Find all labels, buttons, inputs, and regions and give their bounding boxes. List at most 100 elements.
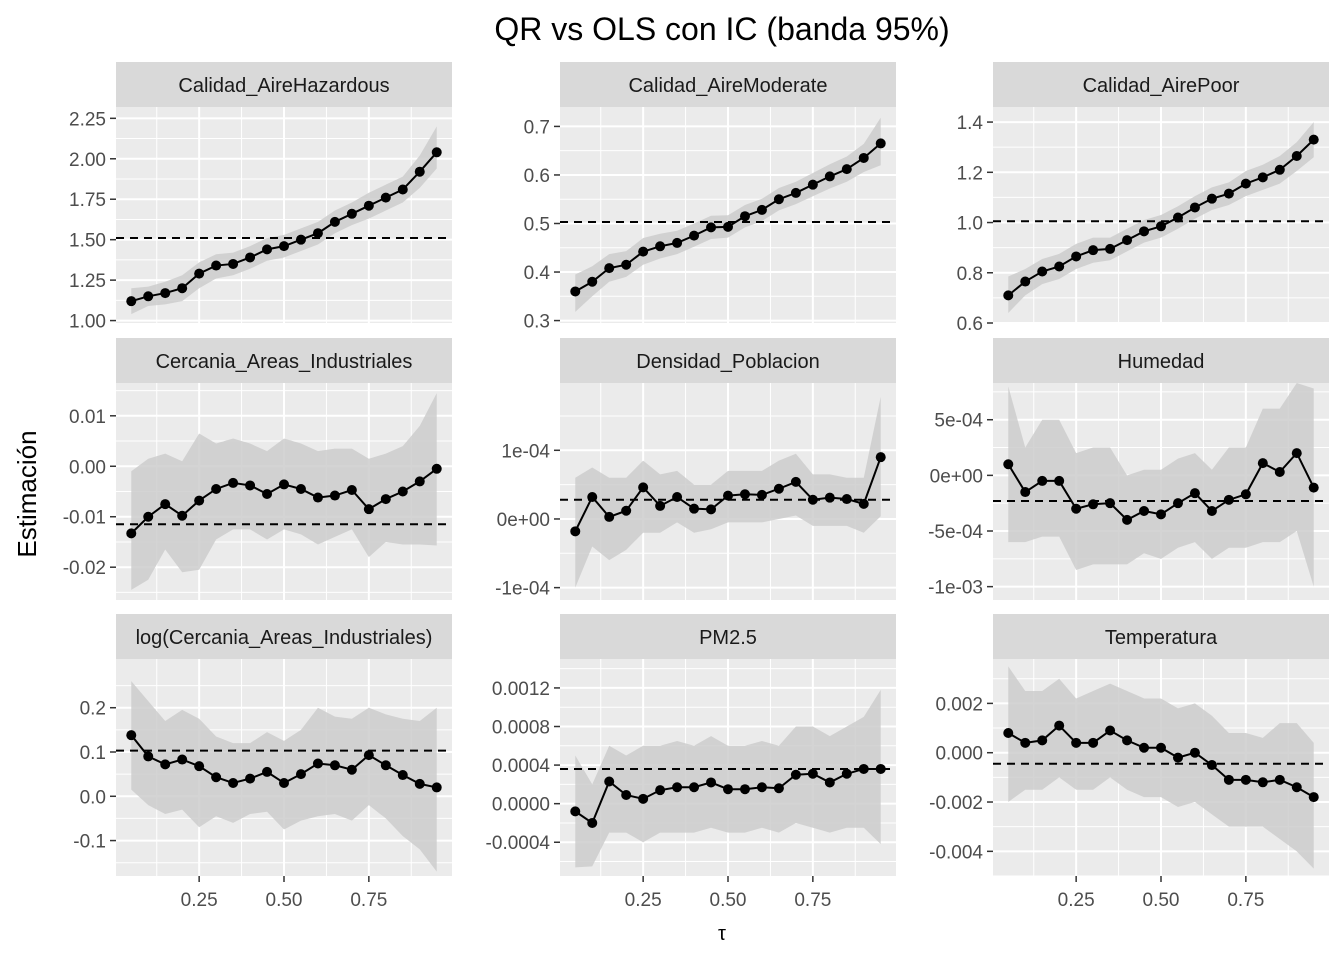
qr-point [621, 789, 632, 800]
qr-point [1257, 172, 1268, 183]
ci-band [131, 681, 437, 872]
qr-point [587, 276, 598, 287]
facet-strip-label: Densidad_Poblacion [636, 351, 819, 373]
qr-point [312, 228, 323, 239]
qr-point [1105, 243, 1116, 254]
y-tick-label: 1.50 [69, 231, 106, 252]
qr-point [1139, 226, 1150, 237]
qr-point [431, 463, 442, 474]
qr-point [1020, 737, 1031, 748]
qr-point [397, 486, 408, 497]
facet-strip-label: Temperatura [1105, 627, 1218, 649]
qr-point [279, 778, 289, 788]
qr-point [245, 252, 256, 263]
qr-point [295, 769, 306, 780]
qr-point [689, 230, 700, 241]
y-tick-label: -0.1 [73, 832, 106, 853]
qr-point [841, 494, 852, 505]
facet-strip [993, 62, 1329, 107]
y-tick-label: -0.002 [929, 793, 983, 814]
qr-point [790, 187, 801, 198]
qr-point [1037, 735, 1048, 746]
x-tick-label: 0.25 [1058, 890, 1095, 911]
qr-point [143, 291, 154, 302]
qr-point [1274, 774, 1285, 785]
qr-point [1308, 134, 1319, 145]
y-tick-label: -0.02 [63, 558, 106, 579]
qr-point [1088, 737, 1099, 748]
qr-point [773, 194, 784, 205]
qr-point [875, 138, 886, 149]
qr-point [228, 477, 239, 488]
y-tick-label: 1.2 [957, 163, 983, 184]
qr-point [1071, 737, 1082, 748]
qr-point [262, 766, 273, 777]
qr-point [824, 777, 835, 788]
qr-point [1088, 245, 1099, 256]
qr-point [706, 222, 717, 233]
qr-point [1240, 774, 1251, 785]
qr-point [1037, 475, 1048, 486]
qr-point [807, 768, 818, 779]
y-tick-label: 0.002 [935, 694, 983, 715]
qr-point [211, 772, 222, 783]
qr-point [1291, 448, 1302, 459]
qr-point [1139, 505, 1150, 516]
qr-point [194, 761, 205, 772]
qr-point [262, 489, 273, 500]
qr-point [363, 504, 374, 515]
facet-strip-label: PM2.5 [699, 627, 757, 649]
qr-point [1003, 459, 1014, 470]
qr-point [672, 491, 683, 502]
qr-point [1122, 735, 1133, 746]
qr-point [431, 147, 442, 158]
y-tick-label: 1e-04 [501, 441, 550, 462]
panel-plot-area [116, 107, 452, 323]
qr-point [638, 246, 649, 257]
qr-point [621, 259, 632, 270]
y-tick-label: 0.6 [524, 166, 550, 187]
qr-point [1291, 150, 1302, 161]
facet-strip [993, 614, 1329, 659]
y-tick-label: 1.0 [957, 214, 983, 235]
qr-point [756, 489, 767, 500]
qr-point [723, 490, 733, 501]
facet-panels: Calidad_AireHazardous 1.00 1.25 1.50 1.75 2.0… [63, 62, 1329, 911]
qr-point [1020, 276, 1031, 287]
panel-2: Calidad_AireModerate 0.3 0.4 0.5 0.6 0.7 [524, 62, 896, 333]
qr-point [858, 498, 869, 509]
qr-point [194, 268, 205, 279]
panel-plot-area [993, 107, 1329, 323]
qr-point [177, 510, 188, 521]
qr-point [604, 511, 615, 522]
qr-point [329, 216, 340, 227]
qr-point [638, 793, 649, 804]
panel-4: Cercania_Areas_Industriales -0.02 -0.01 0.0… [63, 338, 452, 600]
qr-point [279, 241, 289, 252]
qr-point [824, 171, 835, 182]
facet-strip-label: Cercania_Areas_Industriales [156, 351, 413, 373]
qr-point [177, 754, 188, 765]
qr-point [177, 283, 188, 294]
qr-point [570, 806, 581, 817]
panel-8: PM2.5 -0.0004 0.0000 0.0004 0.0008 0.0012 0.25… [486, 614, 896, 911]
qr-point [143, 751, 154, 762]
y-tick-label: 0.000 [935, 744, 983, 765]
qr-point [756, 782, 767, 793]
qr-point [245, 480, 256, 491]
qr-point [858, 152, 869, 163]
qr-point [875, 763, 886, 774]
panel-1: Calidad_AireHazardous 1.00 1.25 1.50 1.75 2.0… [69, 62, 452, 333]
qr-point [672, 782, 683, 793]
qr-point [807, 494, 818, 505]
qr-point [126, 730, 137, 741]
panel-plot-area [116, 659, 452, 876]
qr-point [790, 769, 801, 780]
qr-point [790, 476, 801, 487]
qr-point [312, 492, 323, 503]
facet-strip [116, 614, 452, 659]
facet-strip-label: Calidad_AireModerate [628, 75, 827, 97]
qr-point [1274, 164, 1285, 175]
qr-point [363, 750, 374, 761]
